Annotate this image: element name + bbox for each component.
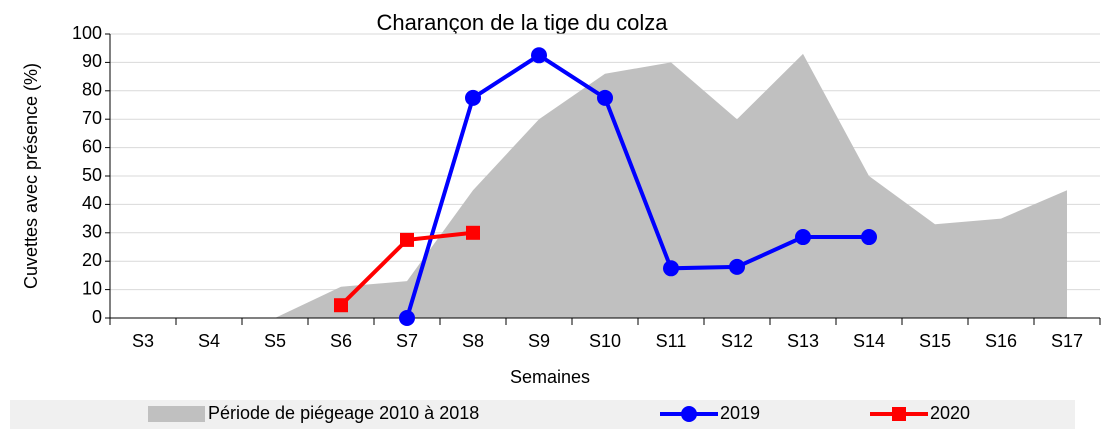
x-tick-label: S11 xyxy=(656,331,687,351)
legend-marker xyxy=(681,406,697,422)
point xyxy=(400,232,414,247)
x-tick-label: S14 xyxy=(853,331,885,351)
point xyxy=(663,260,679,277)
point xyxy=(334,298,348,313)
x-tick-label: S12 xyxy=(721,331,753,351)
y-tick-label: 20 xyxy=(82,250,102,270)
y-tick-label: 30 xyxy=(82,222,102,242)
point xyxy=(795,229,811,246)
y-tick-label: 100 xyxy=(72,23,102,43)
x-tick-label: S4 xyxy=(198,331,220,351)
line xyxy=(405,52,869,319)
chart-title: Charançon de la tige du colza xyxy=(376,10,668,35)
y-tick-label: 60 xyxy=(82,136,102,156)
point xyxy=(465,89,481,106)
y-tick-label: 10 xyxy=(82,278,102,298)
point xyxy=(531,47,547,64)
y-axis-label: Cuvettes avec présence (%) xyxy=(21,63,41,289)
legend-marker xyxy=(892,407,906,421)
x-tick-label: S5 xyxy=(264,331,286,351)
area xyxy=(275,53,1067,318)
legend-label: 2020 xyxy=(930,403,970,423)
y-tick-label: 0 xyxy=(92,307,102,327)
x-tick-label: S6 xyxy=(330,331,352,351)
y-tick-label: 70 xyxy=(82,108,102,128)
x-tick-label: S3 xyxy=(132,331,154,351)
point xyxy=(597,89,613,106)
legend-label: 2019 xyxy=(720,403,760,423)
x-tick-label: S16 xyxy=(985,331,1017,351)
legend-swatch xyxy=(148,406,205,422)
x-tick-label: S10 xyxy=(589,331,621,351)
x-tick-label: S9 xyxy=(528,331,550,351)
y-tick-label: 90 xyxy=(82,51,102,71)
point xyxy=(861,229,877,246)
point xyxy=(466,225,480,240)
y-tick-label: 80 xyxy=(82,80,102,100)
x-tick-label: S13 xyxy=(787,331,819,351)
x-tick-label: S17 xyxy=(1051,331,1083,351)
legend-label: Période de piégeage 2010 à 2018 xyxy=(208,403,479,423)
y-tick-label: 50 xyxy=(82,165,102,185)
y-tick-label: 40 xyxy=(82,193,102,213)
point xyxy=(729,258,745,275)
x-axis-label: Semaines xyxy=(510,367,590,387)
point xyxy=(399,310,415,326)
x-tick-label: S15 xyxy=(919,331,951,351)
x-tick-label: S7 xyxy=(396,331,418,351)
x-tick-label: S8 xyxy=(462,331,484,351)
